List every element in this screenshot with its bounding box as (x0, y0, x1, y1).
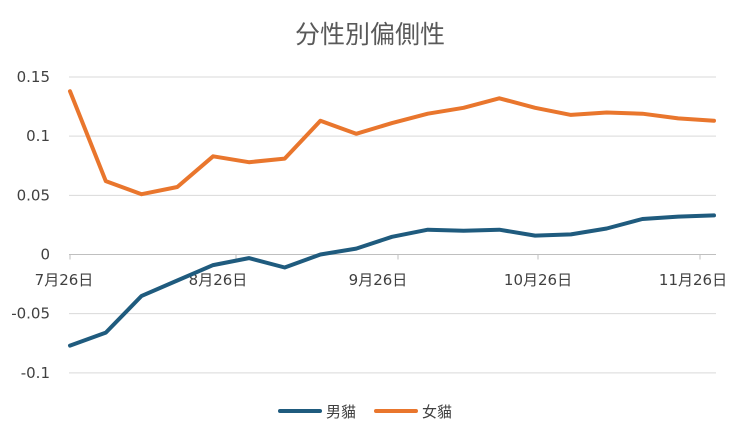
y-tick-label: -0.05 (11, 305, 50, 323)
y-tick-label: -0.1 (21, 364, 50, 382)
series-line-1 (68, 89, 716, 197)
y-tick-label: 0.15 (17, 68, 50, 86)
x-tick-label: 11月26日 (659, 271, 727, 289)
x-tick-label: 8月26日 (189, 271, 248, 289)
chart-title: 分性別偏側性 (295, 20, 445, 49)
y-tick-label: 0.05 (17, 186, 50, 204)
legend: 男貓 女貓 (278, 403, 452, 421)
y-axis-ticks: 0.15 0.1 0.05 0 -0.05 -0.1 (11, 68, 50, 382)
x-axis: 7月26日 8月26日 9月26日 10月26日 11月26日 (35, 254, 727, 289)
legend-label: 男貓 (326, 403, 356, 421)
series-lines (68, 89, 716, 348)
gridlines (69, 76, 716, 374)
y-tick-label: 0 (40, 246, 50, 264)
x-tick-label: 7月26日 (35, 271, 94, 289)
x-tick-label: 10月26日 (504, 271, 572, 289)
y-tick-label: 0.1 (26, 127, 50, 145)
legend-label: 女貓 (422, 403, 452, 421)
series-line-0 (68, 213, 716, 348)
x-tick-label: 9月26日 (349, 271, 408, 289)
